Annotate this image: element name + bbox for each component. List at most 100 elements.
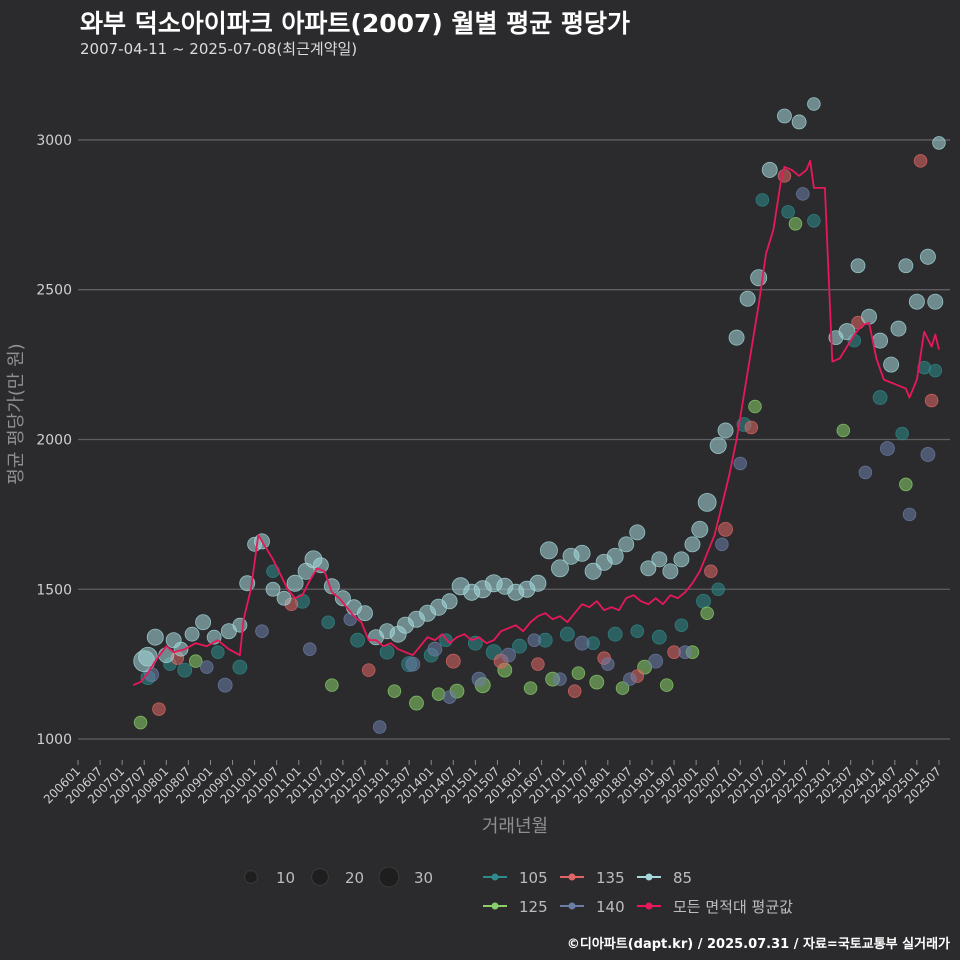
legend-label-5: 모든 면적대 평균값	[673, 898, 793, 916]
legend-label-3: 125	[519, 898, 548, 916]
point-105-7	[321, 615, 335, 629]
point-125-9	[523, 681, 538, 695]
point-85-63	[791, 114, 807, 130]
source-credit: ©디아파트(dapt.kr) / 2025.07.31 / 자료=국토교통부 실…	[566, 937, 950, 952]
point-85-15	[276, 590, 292, 606]
point-140-3	[255, 624, 269, 638]
point-140-17	[648, 653, 664, 669]
point-140-15	[601, 657, 615, 671]
point-85-56	[709, 436, 727, 454]
chart-subtitle: 2007-04-11 ~ 2025-07-08(최근계약일)	[80, 40, 358, 58]
point-105-3	[211, 645, 225, 659]
point-85-46	[606, 547, 624, 565]
legend-key-dot-5	[645, 902, 653, 910]
point-105-30	[872, 390, 888, 405]
point-140-11	[501, 647, 516, 663]
point-85-7	[195, 614, 212, 631]
point-135-7	[567, 684, 582, 698]
legend-key-dot-3	[491, 902, 499, 910]
point-125-3	[387, 684, 402, 698]
point-140-22	[858, 465, 873, 480]
x-axis-ticks: 2006012006072007012007072008012008072009…	[41, 760, 944, 807]
legend-size-swatch-30	[378, 866, 400, 888]
point-140-12	[527, 633, 541, 647]
legend-label-0: 105	[519, 869, 548, 887]
point-105-27	[781, 205, 795, 219]
point-140-16	[623, 672, 637, 686]
point-135-0	[152, 702, 166, 716]
point-85-59	[739, 290, 756, 307]
point-85-43	[573, 544, 591, 562]
point-125-2	[325, 678, 339, 692]
point-85-47	[618, 536, 635, 553]
point-105-23	[696, 593, 711, 609]
point-125-21	[899, 477, 913, 492]
point-105-33	[928, 363, 943, 378]
point-85-54	[691, 520, 709, 538]
point-140-23	[880, 441, 895, 456]
point-135-4	[445, 653, 461, 669]
legend-size-swatch-10	[244, 870, 258, 884]
point-135-14	[777, 169, 792, 183]
point-125-20	[836, 423, 851, 438]
legend-key-dot-1	[568, 873, 576, 881]
point-105-8	[350, 632, 366, 648]
y-axis-title: 평균 평당가(만 원)	[6, 343, 27, 484]
scatter-points	[133, 97, 946, 734]
legend-label-4: 140	[596, 898, 625, 916]
point-85-6	[184, 626, 200, 642]
point-85-66	[838, 323, 856, 341]
legend: 10 20 30 105 135 85 125 140 모든 면적대 평균값	[244, 866, 793, 916]
point-140-24	[902, 507, 917, 522]
point-125-4	[409, 695, 424, 711]
point-140-9	[442, 690, 457, 704]
point-105-22	[674, 618, 689, 632]
point-85-69	[872, 332, 889, 349]
point-85-1	[138, 646, 158, 667]
point-125-13	[615, 681, 630, 695]
point-125-15	[659, 678, 674, 692]
point-85-75	[927, 293, 944, 310]
point-85-40	[540, 541, 558, 560]
point-125-1	[188, 654, 203, 668]
point-85-44	[584, 562, 602, 580]
point-85-39	[529, 574, 547, 592]
point-105-17	[559, 626, 575, 642]
point-85-62	[777, 108, 792, 124]
point-140-10	[471, 671, 487, 687]
legend-label-2: 85	[673, 869, 692, 887]
legend-label-1: 135	[596, 869, 625, 887]
point-85-73	[908, 293, 925, 310]
point-85-60	[750, 269, 768, 287]
point-85-67	[850, 258, 866, 274]
point-105-28	[807, 214, 821, 228]
point-105-21	[651, 629, 667, 645]
point-85-58	[728, 329, 745, 346]
point-85-49	[640, 560, 657, 577]
average-line	[132, 160, 940, 686]
point-140-19	[715, 537, 729, 552]
point-105-2	[177, 662, 193, 678]
point-140-13	[553, 672, 567, 686]
point-140-6	[372, 720, 387, 734]
legend-size-label-10: 10	[276, 869, 295, 887]
point-140-20	[733, 456, 748, 471]
point-135-13	[744, 420, 759, 435]
legend-size-label-30: 30	[414, 869, 433, 887]
average-line-layer	[132, 160, 940, 686]
point-85-55	[697, 492, 717, 512]
y-tick-label-1000: 1000	[36, 732, 72, 748]
point-105-24	[711, 582, 725, 597]
point-85-41	[551, 559, 569, 578]
y-tick-label-2000: 2000	[36, 432, 72, 448]
point-105-15	[512, 638, 527, 654]
point-85-53	[684, 536, 701, 553]
point-105-31	[895, 426, 909, 441]
point-85-76	[932, 136, 946, 150]
point-85-14	[265, 581, 281, 597]
y-axis-ticks: 1000 1500 2000 2500 3000	[36, 133, 72, 748]
point-135-6	[531, 657, 545, 671]
point-85-72	[898, 258, 914, 274]
point-135-11	[704, 564, 718, 579]
y-tick-label-2500: 2500	[36, 283, 72, 299]
